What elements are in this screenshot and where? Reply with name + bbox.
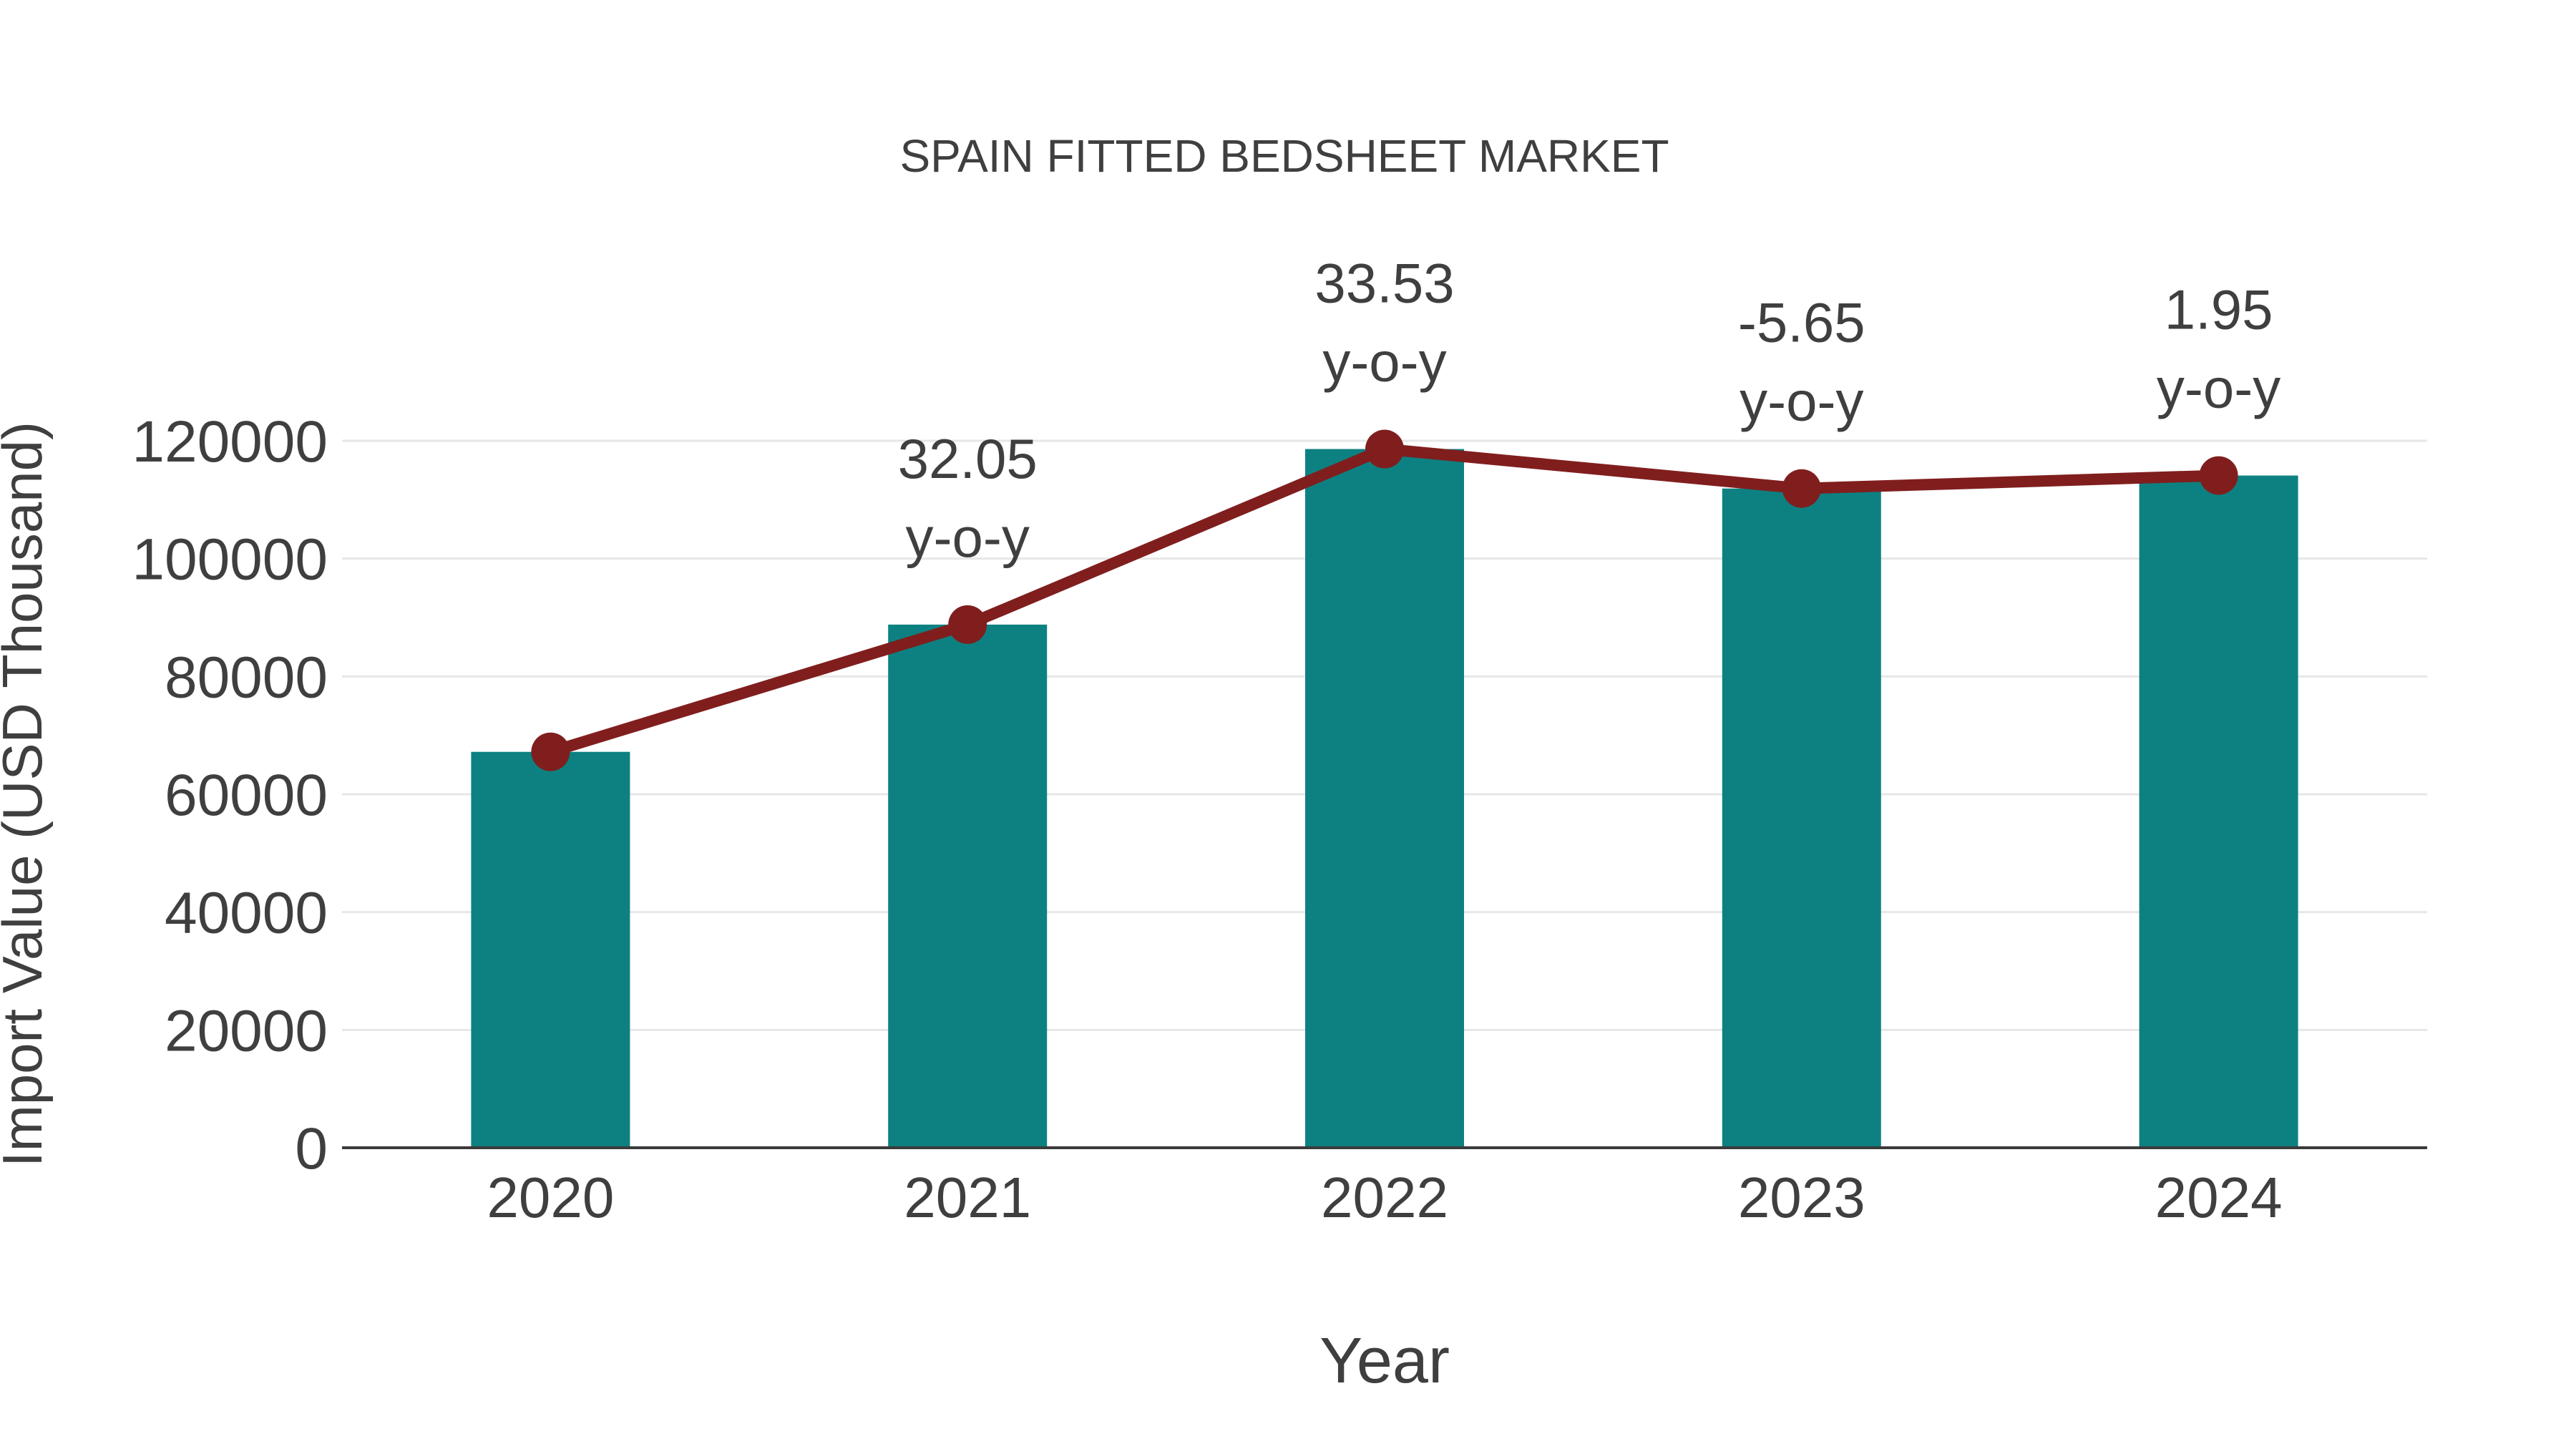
yoy-value-label-2024: 1.95 — [2165, 278, 2273, 341]
y-tick-label: 20000 — [165, 998, 328, 1063]
y-axis-title: Import Value (USD Thousand) — [0, 421, 54, 1167]
yoy-marker-2021 — [948, 605, 987, 644]
y-tick-label: 0 — [295, 1116, 328, 1181]
chart-title: SPAIN FITTED BEDSHEET MARKET — [899, 130, 1669, 182]
bar-2022 — [1305, 449, 1464, 1148]
x-axis-title: Year — [1319, 1325, 1450, 1397]
yoy-marker-2023 — [1782, 469, 1821, 508]
yoy-unit-label-2021: y-o-y — [906, 506, 1030, 569]
yoy-marker-2020 — [531, 732, 570, 771]
yoy-marker-2024 — [2199, 456, 2238, 495]
bar-2024 — [2139, 475, 2298, 1148]
bar-2020 — [471, 751, 630, 1148]
yoy-value-label-2023: -5.65 — [1738, 291, 1865, 354]
yoy-unit-label-2022: y-o-y — [1322, 331, 1446, 394]
x-tick-label-2020: 2020 — [487, 1166, 614, 1229]
bar-2023 — [1722, 488, 1881, 1148]
yoy-unit-label-2024: y-o-y — [2157, 357, 2280, 420]
y-tick-label: 100000 — [132, 527, 328, 592]
y-tick-label: 60000 — [165, 763, 328, 828]
x-tick-label-2023: 2023 — [1738, 1166, 1865, 1229]
yoy-marker-2022 — [1365, 429, 1404, 469]
x-tick-label-2021: 2021 — [904, 1166, 1031, 1229]
yoy-unit-label-2023: y-o-y — [1740, 370, 1863, 433]
y-tick-label: 80000 — [165, 645, 328, 710]
yoy-value-label-2021: 32.05 — [898, 427, 1038, 490]
y-tick-label: 40000 — [165, 881, 328, 946]
x-tick-label-2024: 2024 — [2155, 1166, 2283, 1229]
bar-2021 — [888, 624, 1048, 1148]
x-tick-label-2022: 2022 — [1321, 1166, 1448, 1229]
y-tick-label: 120000 — [132, 409, 328, 474]
yoy-value-label-2022: 33.53 — [1314, 252, 1454, 315]
